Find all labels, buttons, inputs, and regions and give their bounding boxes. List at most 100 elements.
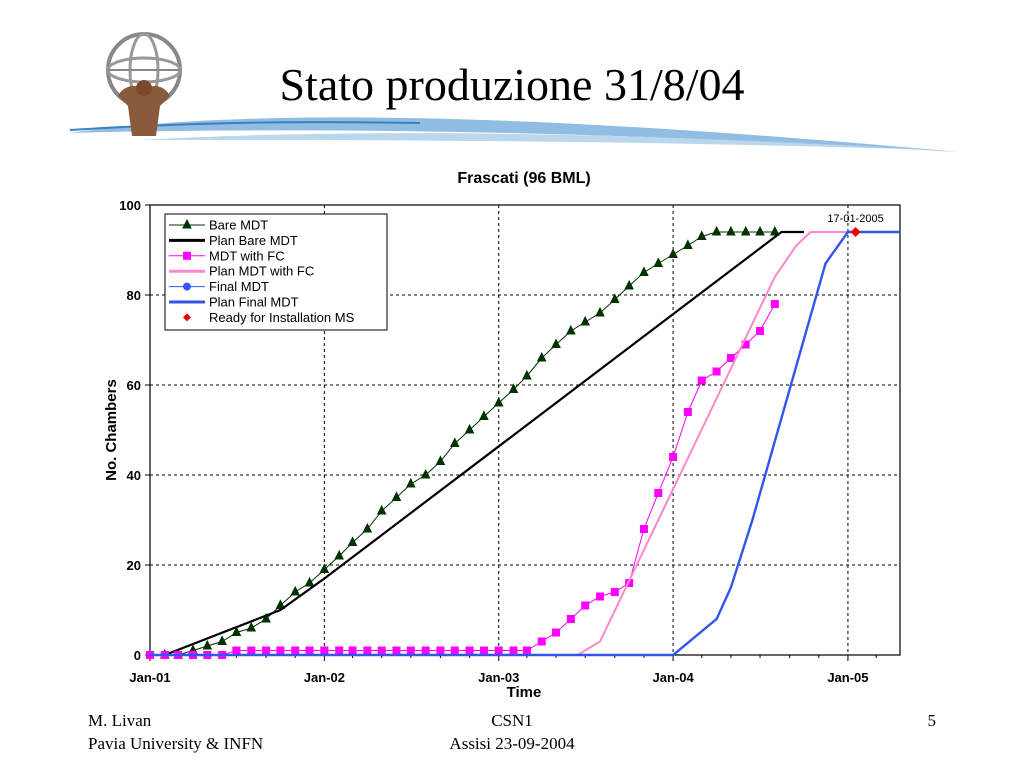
data-point-bare-mdt <box>435 455 446 465</box>
data-point-bare-mdt <box>639 266 649 276</box>
chart-annotation: 17-01-2005 <box>827 213 883 225</box>
data-point-mdt-with-fc <box>522 646 531 655</box>
data-point-mdt-with-fc <box>406 646 415 655</box>
data-point-bare-mdt <box>508 383 519 393</box>
data-point-mdt-with-fc <box>348 646 357 655</box>
data-point-mdt-with-fc <box>363 646 372 655</box>
data-point-bare-mdt <box>275 599 286 609</box>
data-point-bare-mdt <box>479 410 489 420</box>
data-point-mdt-with-fc <box>232 646 241 655</box>
y-tick-label: 100 <box>119 198 141 213</box>
data-point-bare-mdt <box>683 239 693 249</box>
legend-label-plan-mdt-with-fc: Plan MDT with FC <box>209 264 314 279</box>
data-point-bare-mdt <box>493 396 504 407</box>
series-line-plan-mdt-with-fc <box>576 231 848 656</box>
footer-affiliation: Pavia University & INFN <box>88 734 264 753</box>
y-tick-label: 40 <box>127 468 141 483</box>
data-point-bare-mdt <box>420 468 431 479</box>
data-point-bare-mdt <box>304 576 315 587</box>
series-line-mdt-with-fc <box>150 303 776 656</box>
x-tick-label: Jan-01 <box>129 670 170 685</box>
footer-author: M. Livan <box>88 711 152 730</box>
data-point-mdt-with-fc <box>596 592 604 601</box>
data-point-mdt-with-fc <box>552 628 561 637</box>
chart-title: Frascati (96 BML) <box>457 170 590 187</box>
data-point-bare-mdt <box>347 536 358 546</box>
x-tick-label: Jan-02 <box>304 670 345 685</box>
data-point-mdt-with-fc <box>566 615 575 623</box>
data-point-bare-mdt <box>536 351 547 362</box>
x-tick-label: Jan-05 <box>827 670 868 685</box>
header-swoosh <box>68 117 958 152</box>
data-point-bare-mdt <box>290 585 301 596</box>
data-point-bare-mdt <box>217 635 227 645</box>
data-point-bare-mdt <box>755 225 765 236</box>
data-point-bare-mdt <box>566 324 576 335</box>
y-tick-label: 80 <box>127 288 141 303</box>
legend-marker-bare-mdt <box>182 218 192 229</box>
data-point-mdt-with-fc <box>335 646 344 655</box>
data-point-mdt-with-fc <box>494 646 503 655</box>
data-point-bare-mdt <box>202 639 213 650</box>
data-point-bare-mdt <box>624 279 634 290</box>
data-point-mdt-with-fc <box>669 453 678 461</box>
data-point-bare-mdt <box>726 225 736 236</box>
legend-marker-mdt-with-fc <box>183 251 191 260</box>
data-point-mdt-with-fc <box>509 646 518 655</box>
chart-axes: 0 20 40 60 80 100 Jan-01 Jan-02 Jan-03 Jan-04 Jan-… <box>119 198 877 685</box>
data-point-mdt-with-fc <box>639 525 648 533</box>
data-point-mdt-with-fc <box>741 340 750 349</box>
data-point-mdt-with-fc <box>421 646 430 655</box>
data-point-bare-mdt <box>551 338 561 348</box>
series-line-plan-final-mdt <box>150 230 900 657</box>
data-point-mdt-with-fc <box>436 646 445 655</box>
y-tick-label: 0 <box>134 648 141 663</box>
chart-series <box>146 225 900 659</box>
data-point-mdt-with-fc <box>712 367 721 376</box>
data-point-bare-mdt <box>261 612 271 623</box>
legend-label-plan-bare-mdt: Plan Bare MDT <box>209 233 298 248</box>
x-tick-label: Jan-03 <box>478 670 519 685</box>
legend-label-mdt-with-fc: MDT with FC <box>209 248 285 263</box>
data-point-bare-mdt <box>711 225 722 236</box>
data-point-ready-for-installation-ms <box>850 227 861 237</box>
data-point-mdt-with-fc <box>654 489 663 497</box>
data-point-bare-mdt <box>595 306 605 317</box>
data-point-mdt-with-fc <box>450 646 459 655</box>
atlas-logo-icon <box>106 32 182 136</box>
data-point-bare-mdt <box>522 369 532 380</box>
data-point-mdt-with-fc <box>756 327 765 335</box>
data-point-mdt-with-fc <box>247 646 256 655</box>
data-point-mdt-with-fc <box>262 646 271 655</box>
y-tick-label: 20 <box>127 558 141 573</box>
data-point-mdt-with-fc <box>276 646 285 655</box>
footer-event-date: Assisi 23-09-2004 <box>449 734 575 753</box>
data-point-bare-mdt <box>770 225 780 236</box>
data-point-bare-mdt <box>231 626 242 636</box>
data-point-bare-mdt <box>246 621 257 632</box>
data-point-bare-mdt <box>668 248 678 258</box>
series-line-plan-bare-mdt <box>164 230 804 657</box>
data-point-mdt-with-fc <box>697 376 706 385</box>
data-point-mdt-with-fc <box>305 646 314 655</box>
footer-center: CSN1 Assisi 23-09-2004 <box>437 709 587 755</box>
data-point-bare-mdt <box>696 230 707 240</box>
data-point-mdt-with-fc <box>683 408 692 416</box>
chart: Frascati (96 BML) 0 20 40 60 80 100 Jan-01 Jan-… <box>103 170 901 700</box>
legend-label-bare-mdt: Bare MDT <box>209 218 268 233</box>
data-point-bare-mdt <box>609 293 620 303</box>
legend-marker-final-mdt <box>183 282 191 291</box>
data-point-mdt-with-fc <box>610 588 619 596</box>
data-point-mdt-with-fc <box>392 646 401 655</box>
data-point-bare-mdt <box>334 549 344 560</box>
legend-label-ready-for-installation-ms: Ready for Installation MS <box>209 310 355 325</box>
footer-left: M. Livan Pavia University & INFN <box>88 709 263 755</box>
x-tick-label: Jan-04 <box>652 670 694 685</box>
footer-event: CSN1 <box>491 711 533 730</box>
data-point-bare-mdt <box>406 477 416 488</box>
data-point-mdt-with-fc <box>770 300 779 308</box>
data-point-mdt-with-fc <box>537 637 546 646</box>
slide-title: Stato produzione 31/8/04 <box>279 59 745 110</box>
annotation-label: 17-01-2005 <box>827 213 883 225</box>
